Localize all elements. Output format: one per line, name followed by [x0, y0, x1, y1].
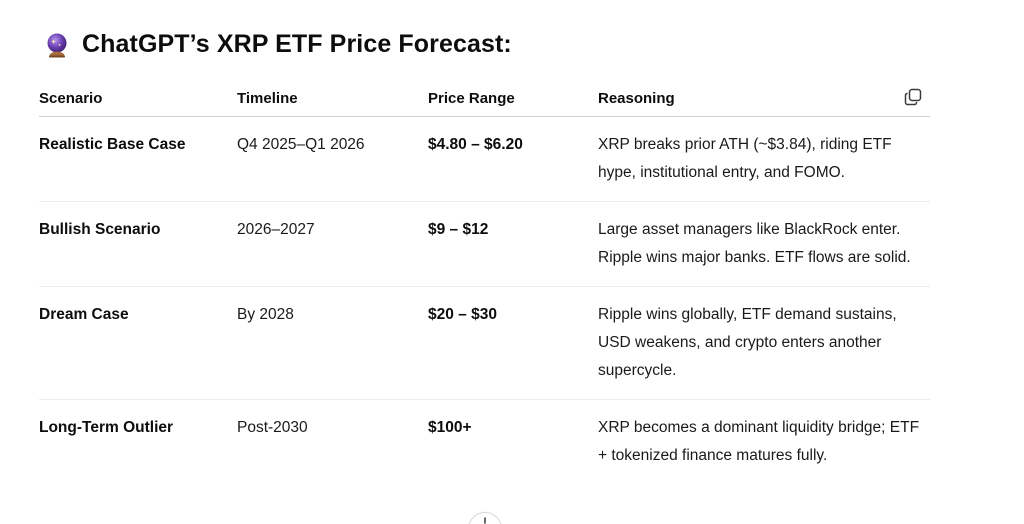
cell-reasoning: Large asset managers like BlackRock ente…	[598, 201, 930, 287]
copy-table-button[interactable]	[902, 86, 924, 108]
cell-scenario: Bullish Scenario	[39, 201, 237, 287]
header-timeline: Timeline	[237, 80, 428, 117]
cell-timeline: Post-2030	[237, 419, 308, 436]
cell-reasoning: Ripple wins globally, ETF demand sustain…	[598, 286, 930, 400]
table-row: Bullish Scenario 2026–2027 $9 – $12 Larg…	[39, 201, 930, 287]
copy-icon	[904, 88, 922, 106]
table-row: Long-Term Outlier Post-2030 $100+ XRP be…	[39, 400, 930, 485]
cell-timeline: 2026–2027	[237, 201, 428, 287]
forecast-table: Scenario Timeline Price Range Reasoning …	[39, 80, 930, 484]
cell-scenario: Realistic Base Case	[39, 116, 237, 202]
cell-timeline: Q4 2025–Q1 2026	[237, 116, 428, 202]
page-title: ChatGPT’s XRP ETF Price Forecast:	[82, 30, 512, 58]
header-scenario: Scenario	[39, 80, 237, 117]
cell-scenario: Long-Term Outlier	[39, 419, 174, 436]
scroll-down-icon	[484, 517, 486, 524]
forecast-table-container: Scenario Timeline Price Range Reasoning …	[39, 80, 930, 484]
cell-scenario: Dream Case	[39, 286, 237, 400]
table-row: Dream Case By 2028 $20 – $30 Ripple wins…	[39, 286, 930, 400]
cell-price-range: $100+	[428, 419, 472, 436]
table-row: Realistic Base Case Q4 2025–Q1 2026 $4.8…	[39, 116, 930, 202]
table-header-row: Scenario Timeline Price Range Reasoning	[39, 80, 930, 117]
cell-price-range: $4.80 – $6.20	[428, 116, 598, 202]
header-price-range: Price Range	[428, 80, 598, 117]
crystal-ball-icon	[47, 33, 67, 57]
cell-reasoning: XRP becomes a dominant liquidity bridge;…	[598, 419, 920, 464]
cell-price-range: $9 – $12	[428, 201, 598, 287]
cell-price-range: $20 – $30	[428, 286, 598, 400]
scroll-down-button[interactable]	[468, 512, 502, 524]
header-reasoning: Reasoning	[598, 80, 930, 117]
section-heading: ChatGPT’s XRP ETF Price Forecast:	[44, 30, 512, 59]
cell-reasoning: XRP breaks prior ATH (~$3.84), riding ET…	[598, 116, 930, 202]
cell-timeline: By 2028	[237, 286, 428, 400]
